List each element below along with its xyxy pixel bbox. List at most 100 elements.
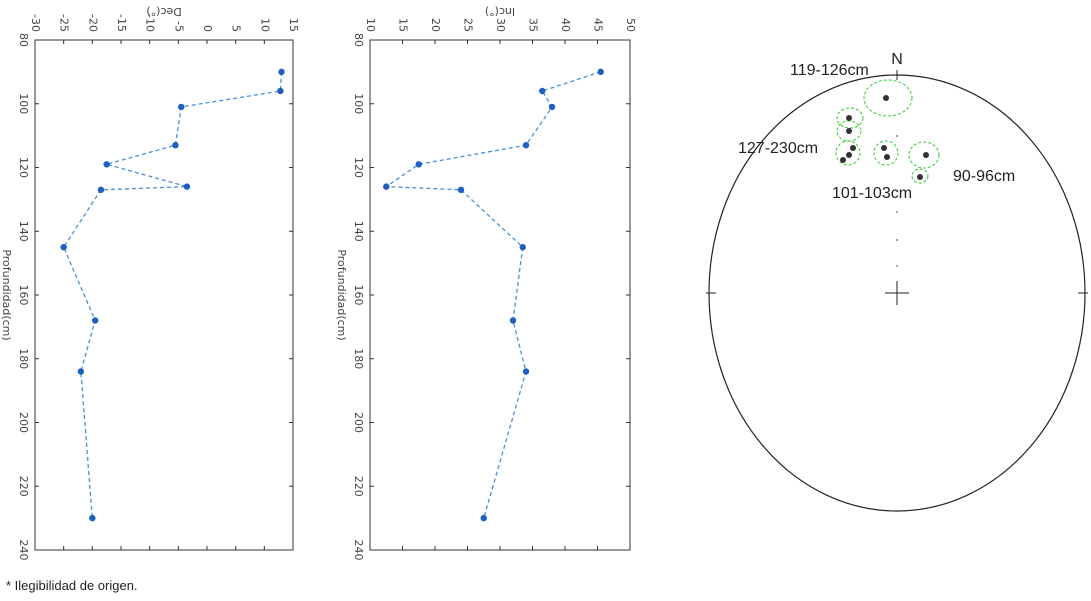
dec-ytick-label: 220 [17, 476, 30, 497]
dec-ticks: -30 -25 -20 -15 -10 -5 0 5 10 15 80 100 120 140 160 180… [17, 14, 300, 560]
dec-xtick-label: -5 [172, 21, 185, 32]
mean-direction-point [846, 128, 852, 134]
inc-ytick-label: 240 [352, 540, 365, 561]
inc-xtick-label: 40 [559, 18, 572, 32]
declination-plot: -30 -25 -20 -15 -10 -5 0 5 10 15 80 100 120 140 160 180… [0, 5, 300, 561]
stereonet-minor-mark [896, 265, 898, 267]
stereonet-minor-marks [896, 135, 898, 267]
inc-data-point [522, 141, 530, 149]
stereonet-minor-mark [896, 211, 898, 213]
inc-xtick-label: 20 [429, 18, 442, 32]
mean-direction-point [881, 145, 887, 151]
inc-data-point [519, 243, 526, 251]
inc-data-point [509, 317, 517, 324]
inc-ytick-label: 180 [352, 348, 365, 369]
mean-direction-point [840, 157, 846, 163]
dec-data-point [92, 317, 99, 324]
dec-ytick-label: 240 [17, 540, 30, 561]
dec-xtick-label: -15 [115, 14, 128, 32]
dec-ytick-label: 120 [17, 157, 30, 178]
dec-plot-frame [34, 39, 294, 551]
confidence-ellipse [863, 79, 913, 117]
confidence-ellipses [835, 79, 940, 184]
dec-ytick-label: 80 [17, 33, 30, 47]
inc-xtick-label: 15 [397, 18, 410, 32]
stereonet-north-label: N [891, 51, 903, 68]
inc-xtick-label: 30 [494, 18, 507, 32]
mean-direction-point [850, 145, 856, 151]
inc-xtick-label: 45 [592, 18, 605, 32]
dec-xtick-label: -20 [86, 14, 99, 32]
footnote: * Ilegibilidad de origen. [6, 578, 138, 593]
confidence-ellipse [911, 168, 929, 184]
mean-direction-point [883, 95, 889, 101]
inc-xtick-label: 50 [624, 18, 637, 32]
inc-ytick-label: 200 [352, 412, 365, 433]
inc-ticks: 10 15 20 25 30 35 40 45 50 80 100 120 140 160 180 200 22… [352, 18, 637, 561]
inc-xtick-label: 35 [527, 18, 540, 32]
dec-ytick-label: 100 [17, 93, 30, 114]
mean-directions [840, 95, 929, 180]
inc-series [383, 68, 604, 522]
inc-ytick-label: 220 [352, 476, 365, 497]
inc-ytick-label: 140 [352, 221, 365, 242]
inc-data-point [597, 68, 604, 76]
inc-data-point [457, 186, 465, 194]
inc-ytick-label: 120 [352, 157, 365, 178]
dec-xtick-label: 15 [287, 18, 300, 32]
dec-xtick-label: -10 [144, 14, 157, 32]
inc-data-point [415, 161, 422, 168]
dec-data-point [183, 183, 191, 190]
label-119-126: 119-126cm [790, 62, 869, 79]
dec-data-point [97, 186, 105, 194]
inc-data-point [539, 87, 546, 95]
confidence-ellipse [835, 140, 861, 166]
dec-data-point [77, 368, 85, 375]
dec-data-point [172, 141, 179, 149]
dec-ytick-label: 180 [17, 348, 30, 369]
inc-data-point [522, 368, 530, 375]
mean-direction-point [923, 152, 929, 158]
inc-ytick-label: 100 [352, 93, 365, 114]
inc-data-point [480, 514, 487, 522]
dec-data-point [278, 68, 285, 76]
inc-data-point [548, 103, 556, 111]
dec-xtick-label: -25 [58, 14, 71, 32]
confidence-ellipse [908, 141, 940, 169]
label-127-230: 127-230cm [738, 140, 818, 157]
dec-data-point [103, 161, 110, 168]
dec-xtick-label: -30 [29, 14, 42, 32]
dec-series [60, 68, 285, 522]
dec-data-point [178, 103, 185, 111]
mean-direction-point [846, 152, 852, 158]
dec-ytick-label: 160 [17, 285, 30, 306]
mean-direction-point [884, 154, 890, 160]
dec-data-point [277, 87, 284, 95]
stereonet-plot: N 119 [706, 51, 1088, 512]
mean-direction-point [917, 174, 923, 180]
inc-ylabel: Profundidad(cm) [335, 249, 348, 340]
inc-data-point [383, 183, 390, 190]
stereonet-minor-mark [896, 239, 898, 241]
inc-plot-frame [369, 39, 631, 551]
dec-xlabel: Dec(°) [146, 5, 181, 18]
dec-ytick-label: 200 [17, 412, 30, 433]
confidence-ellipse [836, 107, 864, 129]
dec-xtick-label: 5 [230, 25, 243, 32]
confidence-ellipse [873, 140, 899, 166]
inclination-plot: 10 15 20 25 30 35 40 45 50 80 100 120 140 160 180 200 22… [335, 5, 637, 561]
label-90-96: 90-96cm [953, 168, 1015, 185]
label-101-103: 101-103cm [832, 185, 912, 202]
inc-xtick-label: 25 [462, 18, 475, 32]
dec-ytick-label: 140 [17, 221, 30, 242]
dec-data-point [89, 514, 96, 522]
dec-data-point [60, 243, 67, 251]
inc-ytick-label: 160 [352, 285, 365, 306]
dec-series-line [62, 71, 283, 519]
dec-ylabel: Profundidad(cm) [0, 249, 13, 340]
dec-xtick-label: 10 [258, 18, 271, 32]
inc-xlabel: Inc(°) [485, 5, 515, 18]
dec-xtick-label: 0 [201, 25, 214, 32]
inc-ytick-label: 80 [352, 33, 365, 47]
